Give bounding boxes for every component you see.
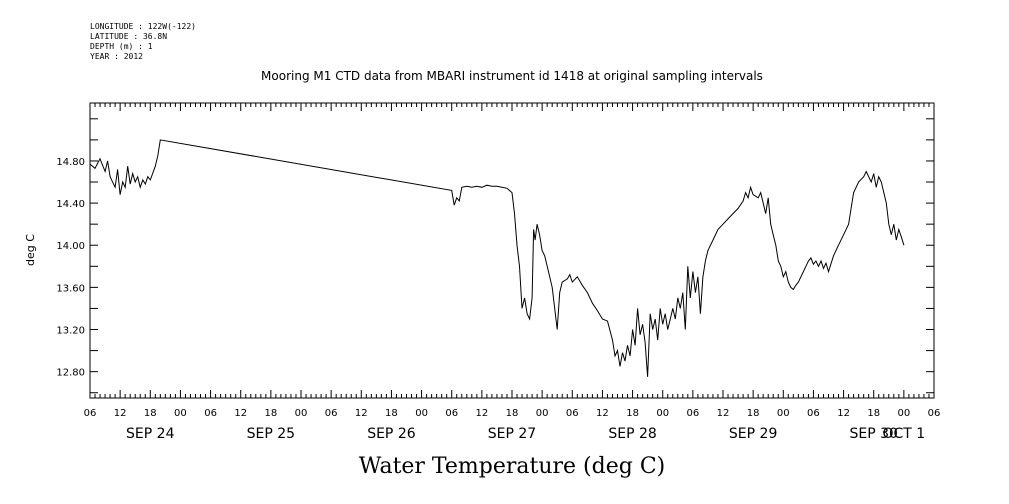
x-hour-label: 06 — [204, 408, 217, 419]
x-hour-label: 18 — [385, 408, 398, 419]
labels-layer: 06 12 18 00 06 12 18 00 06 12 18 00 06 12 18 00 06 12 18 00… — [56, 157, 940, 442]
x-hour-label: 00 — [897, 408, 910, 419]
y-tick-label: 13.60 — [56, 283, 85, 294]
chart-title: Mooring M1 CTD data from MBARI instrumen… — [261, 69, 763, 83]
meta-longitude: LONGITUDE : 122W(-122) — [90, 22, 196, 31]
x-date-label: SEP 30 — [849, 426, 897, 442]
x-hour-label: 06 — [928, 408, 941, 419]
meta-depth: DEPTH (m) : 1 — [90, 42, 153, 51]
x-hour-label: 12 — [234, 408, 247, 419]
y-tick-label: 12.80 — [56, 368, 85, 379]
x-hour-label: 00 — [295, 408, 308, 419]
x-hour-label: 12 — [717, 408, 730, 419]
x-hour-label: 00 — [656, 408, 669, 419]
x-hour-label: 12 — [596, 408, 609, 419]
x-date-label: SEP 27 — [488, 426, 536, 442]
x-hour-label: 18 — [867, 408, 880, 419]
x-hour-label: 06 — [807, 408, 820, 419]
y-tick-label: 14.40 — [56, 199, 85, 210]
x-hour-label: 06 — [445, 408, 458, 419]
x-hour-label: 18 — [144, 408, 157, 419]
x-hour-label: 12 — [114, 408, 127, 419]
x-hour-label: 00 — [174, 408, 187, 419]
x-hour-label: 00 — [536, 408, 549, 419]
x-date-label: SEP 26 — [367, 426, 416, 442]
x-axis-title: Water Temperature (deg C) — [358, 454, 666, 479]
x-date-label: SEP 28 — [608, 426, 656, 442]
x-hour-label: 18 — [626, 408, 639, 419]
plot-frame — [89, 102, 935, 399]
x-hour-label: 06 — [325, 408, 338, 419]
y-tick-label: 13.20 — [56, 326, 85, 337]
x-hour-label: 06 — [84, 408, 97, 419]
series-line — [89, 139, 905, 377]
x-hour-label: 18 — [506, 408, 519, 419]
x-date-label: OCT 1 — [882, 426, 925, 442]
x-hour-label: 06 — [566, 408, 579, 419]
x-hour-label: 18 — [747, 408, 760, 419]
y-tick-label: 14.00 — [56, 241, 85, 252]
y-tick-label: 14.80 — [56, 157, 85, 168]
metadata-block: LONGITUDE : 122W(-122) LATITUDE : 36.8N … — [90, 22, 196, 62]
x-hour-label: 12 — [355, 408, 368, 419]
x-hour-label: 00 — [415, 408, 428, 419]
y-axis-label: deg C — [24, 234, 37, 266]
x-hour-label: 12 — [475, 408, 488, 419]
x-hour-label: 06 — [686, 408, 699, 419]
x-date-label: SEP 24 — [126, 426, 175, 442]
meta-latitude: LATITUDE : 36.8N — [90, 32, 168, 41]
x-hour-label: 00 — [777, 408, 790, 419]
ticks-layer — [89, 103, 935, 398]
x-date-label: SEP 29 — [729, 426, 777, 442]
meta-year: YEAR : 2012 — [90, 52, 143, 61]
x-date-label: SEP 25 — [247, 426, 295, 442]
x-hour-label: 12 — [837, 408, 850, 419]
x-hour-label: 18 — [264, 408, 277, 419]
